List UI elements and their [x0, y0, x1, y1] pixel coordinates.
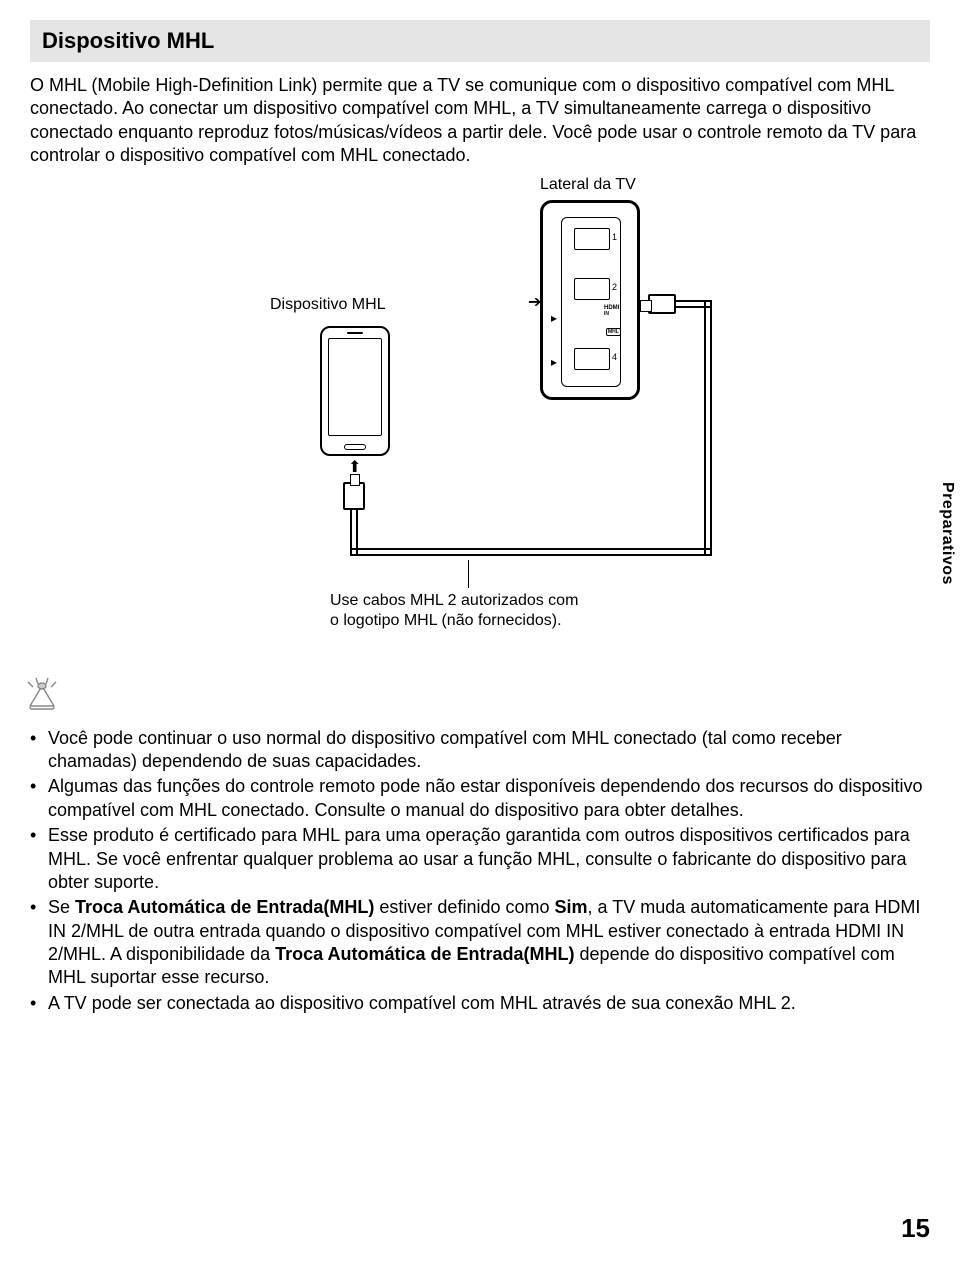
cable-segment — [350, 548, 710, 556]
list-item: Se Troca Automática de Entrada(MHL) esti… — [30, 896, 930, 990]
page-number: 15 — [901, 1213, 930, 1244]
section-title-bar: Dispositivo MHL — [30, 20, 930, 62]
cable-caption: Use cabos MHL 2 autorizados com o logoti… — [330, 591, 650, 631]
tv-side-label: Lateral da TV — [540, 176, 636, 194]
mhl-port-label: MHL — [606, 328, 621, 336]
arrow-in-icon: ▸ — [551, 311, 557, 325]
port-number-2: 2 — [612, 282, 617, 292]
phone-speaker-icon — [347, 332, 363, 334]
tv-port-strip: 1 2 HDMIIN MHL 4 — [561, 217, 621, 387]
callout-line — [468, 560, 469, 588]
chapter-side-tab: Preparativos — [934, 476, 960, 591]
tip-bullet-list: Você pode continuar o uso normal do disp… — [30, 727, 930, 1016]
cable-segment — [350, 508, 358, 556]
tip-lamp-icon — [24, 676, 930, 717]
arrow-in-icon: ▸ — [551, 355, 557, 369]
connection-diagram: Lateral da TV Dispositivo MHL 1 2 HDMIIN… — [30, 176, 930, 666]
list-item: Algumas das funções do controle remoto p… — [30, 775, 930, 822]
cable-plug-phone-icon — [343, 482, 365, 510]
hdmi-port-2 — [574, 278, 610, 300]
hdmi-label: HDMIIN — [604, 305, 619, 317]
cable-plug-tv-icon — [648, 294, 676, 314]
mhl-device-label: Dispositivo MHL — [270, 296, 386, 314]
list-item: Você pode continuar o uso normal do disp… — [30, 727, 930, 774]
list-item: Esse produto é certificado para MHL para… — [30, 824, 930, 894]
hdmi-port-1 — [574, 228, 610, 250]
intro-paragraph: O MHL (Mobile High-Definition Link) perm… — [30, 74, 930, 168]
tv-panel-icon: 1 2 HDMIIN MHL 4 ▸ ▸ — [540, 200, 640, 400]
cable-segment — [704, 300, 712, 556]
arrow-right-icon: ➔ — [528, 295, 541, 311]
port-number-4: 4 — [612, 352, 617, 362]
port-number-1: 1 — [612, 232, 617, 242]
list-item: A TV pode ser conectada ao dispositivo c… — [30, 992, 930, 1015]
phone-screen-icon — [328, 338, 382, 436]
phone-button-icon — [344, 444, 366, 450]
phone-icon — [320, 326, 390, 456]
section-title: Dispositivo MHL — [42, 28, 918, 54]
hdmi-port-4 — [574, 348, 610, 370]
